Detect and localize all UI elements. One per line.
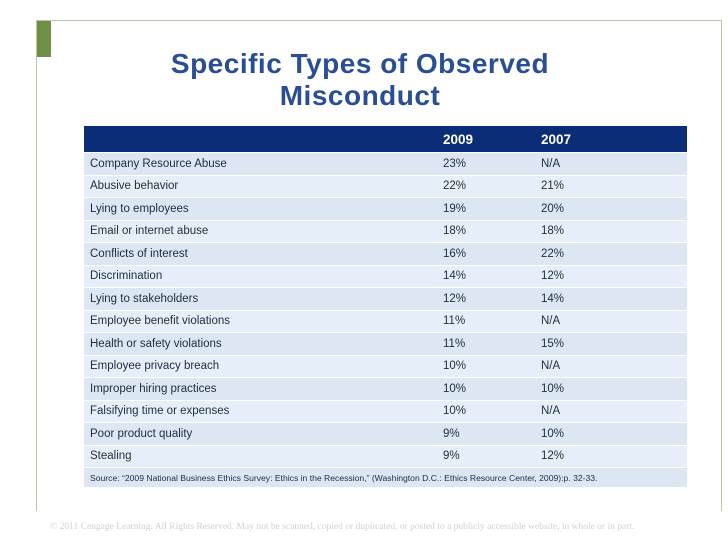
cell-2009: 10%	[443, 405, 467, 418]
cell-2009: 10%	[443, 360, 467, 373]
cell-2009: 9%	[443, 427, 460, 440]
cell-2009: 16%	[443, 247, 467, 260]
cell-2009: 12%	[443, 292, 467, 305]
cell-2007: 12%	[541, 450, 565, 463]
cell-type: Lying to stakeholders	[90, 292, 199, 305]
table-row: Conflicts of interest 16% 22%	[84, 243, 687, 266]
cell-type: Health or safety violations	[90, 337, 222, 350]
table-row: Stealing 9% 12%	[84, 445, 687, 468]
header-cell-2007: 2007	[541, 131, 572, 147]
source-row: Source: “2009 National Business Ethics S…	[84, 468, 687, 488]
cell-type: Lying to employees	[90, 202, 189, 215]
header-cell-2009: 2009	[443, 131, 474, 147]
title-line-1: Specific Types of Observed	[170, 48, 550, 79]
slide-title: Specific Types of Observed Misconduct	[100, 48, 620, 112]
cell-2009: 19%	[443, 202, 467, 215]
cell-type: Conflicts of interest	[90, 247, 188, 260]
cell-2009: 11%	[443, 337, 466, 350]
table-body: Company Resource Abuse 23% N/A Abusive beha…	[84, 153, 687, 468]
table-row: Poor product quality 9% 10%	[84, 423, 687, 446]
cell-2009: 23%	[443, 157, 467, 170]
cell-2007: 10%	[541, 427, 565, 440]
cell-2007: N/A	[541, 157, 561, 170]
table-row: Abusive behavior 22% 21%	[84, 175, 687, 198]
cell-type: Stealing	[90, 450, 132, 463]
table-row: Falsifying time or expenses 10% N/A	[84, 400, 687, 423]
cell-2007: 15%	[541, 337, 565, 350]
cell-2007: 14%	[541, 292, 565, 305]
cell-type: Employee privacy breach	[90, 360, 220, 373]
cell-2007: N/A	[541, 360, 561, 373]
cell-type: Email or internet abuse	[90, 225, 209, 238]
table-header-row: 2009 2007	[84, 126, 687, 153]
cell-2007: 22%	[541, 247, 565, 260]
table-row: Improper hiring practices 10% 10%	[84, 378, 687, 401]
cell-2007: N/A	[541, 405, 561, 418]
cell-2009: 22%	[443, 180, 467, 193]
misconduct-table: 2009 2007 Company Resource Abuse 23% N/A Ab…	[84, 126, 687, 488]
cell-type: Company Resource Abuse	[90, 157, 227, 170]
table-row: Employee privacy breach 10% N/A	[84, 355, 687, 378]
cell-type: Improper hiring practices	[90, 382, 217, 395]
source-note: Source: “2009 National Business Ethics S…	[90, 472, 598, 483]
cell-2009: 18%	[443, 225, 467, 238]
cell-2009: 14%	[443, 270, 467, 283]
table-row: Company Resource Abuse 23% N/A	[84, 153, 687, 176]
cell-2007: 18%	[541, 225, 565, 238]
table-row: Employee benefit violations 11% N/A	[84, 310, 687, 333]
cell-2007: 21%	[541, 180, 565, 193]
table-row: Health or safety violations 11% 15%	[84, 333, 687, 356]
table-row: Email or internet abuse 18% 18%	[84, 220, 687, 243]
title-line-2: Misconduct	[279, 80, 441, 111]
accent-bar	[37, 21, 51, 57]
table-row: Lying to stakeholders 12% 14%	[84, 288, 687, 311]
cell-2007: N/A	[541, 315, 561, 328]
cell-2007: 10%	[541, 382, 565, 395]
cell-2009: 9%	[443, 450, 460, 463]
cell-2009: 11%	[443, 315, 466, 328]
copyright-footer: © 2011 Cengage Learning. All Rights Rese…	[50, 522, 635, 532]
slide-frame	[36, 20, 722, 511]
cell-type: Discrimination	[90, 270, 163, 283]
cell-2007: 12%	[541, 270, 565, 283]
cell-2007: 20%	[541, 202, 565, 215]
cell-type: Employee benefit violations	[90, 315, 230, 328]
cell-type: Falsifying time or expenses	[90, 405, 230, 418]
cell-type: Abusive behavior	[90, 180, 179, 193]
cell-2009: 10%	[443, 382, 467, 395]
table-row: Lying to employees 19% 20%	[84, 198, 687, 221]
cell-type: Poor product quality	[90, 427, 193, 440]
table-row: Discrimination 14% 12%	[84, 265, 687, 288]
